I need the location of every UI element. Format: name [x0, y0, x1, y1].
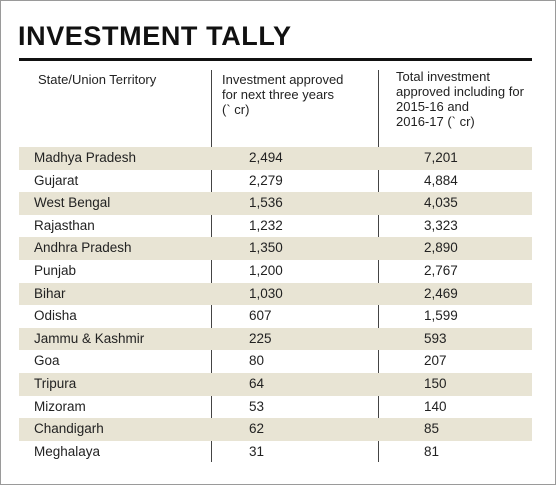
cell-total: 7,201 [424, 150, 458, 165]
cell-investment: 53 [249, 398, 265, 414]
table-row: Gujarat 2,279 4,884 [19, 170, 532, 193]
cell-state: Meghalaya [34, 443, 101, 459]
cell-investment: 1,232 [249, 217, 283, 233]
cell-state: Goa [34, 353, 60, 369]
cell-total: 2,469 [424, 285, 458, 301]
title-rule [19, 58, 532, 61]
header-total: Total investment approved including for … [396, 69, 536, 129]
cell-investment: 1,536 [249, 195, 283, 211]
cell-state: Bihar [34, 285, 66, 301]
cell-state: Punjab [34, 262, 77, 278]
header-total-line2: approved including for [396, 84, 524, 99]
cell-investment: 225 [249, 330, 272, 346]
header-investment: Investment approved for next three years… [222, 72, 372, 117]
table-row: Mizoram 53 140 [19, 396, 532, 419]
cell-investment: 607 [249, 308, 272, 324]
cell-total: 150 [424, 375, 447, 391]
cell-investment: 31 [249, 443, 265, 459]
column-divider-2 [378, 70, 379, 462]
cell-investment: 64 [249, 375, 265, 391]
table-row: Tripura 64 150 [19, 372, 532, 396]
table-row: Meghalaya 31 81 [19, 441, 532, 464]
cell-total: 4,035 [424, 195, 458, 211]
cell-state: Andhra Pradesh [34, 240, 132, 256]
table-row: West Bengal 1,536 4,035 [19, 192, 532, 215]
cell-total: 207 [424, 353, 447, 369]
header-investment-line2: for next three years [222, 87, 334, 102]
cell-state: Madhya Pradesh [34, 150, 137, 165]
cell-total: 1,599 [424, 308, 458, 324]
table-row: Madhya Pradesh 2,494 7,201 [19, 147, 532, 170]
cell-state: Chandigarh [34, 421, 104, 437]
header-state: State/Union Territory [38, 72, 157, 87]
cell-state: West Bengal [34, 195, 111, 211]
cell-total: 2,767 [424, 262, 458, 278]
table-row: Chandigarh 62 85 [19, 418, 532, 441]
header-investment-line1: Investment approved [222, 72, 344, 87]
table-title: INVESTMENT TALLY [18, 21, 292, 51]
cell-state: Jammu & Kashmir [34, 330, 145, 346]
table-row: Punjab 1,200 2,767 [19, 260, 532, 283]
table-row: Odisha 607 1,599 [19, 305, 532, 328]
cell-state: Gujarat [34, 172, 79, 188]
header-total-line4: 2016-17 (` cr) [396, 114, 475, 129]
cell-investment: 80 [249, 353, 265, 369]
cell-total: 81 [424, 443, 440, 459]
cell-state: Odisha [34, 308, 77, 324]
cell-total: 2,890 [424, 240, 458, 256]
header-total-line3: 2015-16 and [396, 99, 470, 114]
cell-total: 593 [424, 330, 447, 346]
table-row: Bihar 1,030 2,469 [19, 282, 532, 306]
cell-investment: 2,279 [249, 172, 283, 188]
column-divider-1 [211, 70, 212, 462]
cell-investment: 2,494 [249, 150, 283, 165]
cell-state: Rajasthan [34, 217, 95, 233]
table-row: Andhra Pradesh 1,350 2,890 [19, 237, 532, 260]
table-row: Rajasthan 1,232 3,323 [19, 215, 532, 238]
cell-total: 4,884 [424, 172, 458, 188]
cell-investment: 1,200 [249, 262, 283, 278]
cell-total: 3,323 [424, 217, 458, 233]
cell-total: 85 [424, 421, 440, 437]
cell-state: Mizoram [34, 398, 86, 414]
table-body: Madhya Pradesh 2,494 7,201 Gujarat 2,279… [19, 147, 532, 463]
cell-investment: 1,030 [249, 285, 283, 301]
cell-total: 140 [424, 398, 447, 414]
table-row: Goa 80 207 [19, 350, 532, 373]
cell-investment: 1,350 [249, 240, 283, 256]
header-total-line1: Total investment [396, 69, 490, 84]
header-investment-line3: (` cr) [222, 102, 250, 117]
cell-state: Tripura [34, 375, 77, 391]
cell-investment: 62 [249, 421, 265, 437]
table-row: Jammu & Kashmir 225 593 [19, 327, 532, 351]
